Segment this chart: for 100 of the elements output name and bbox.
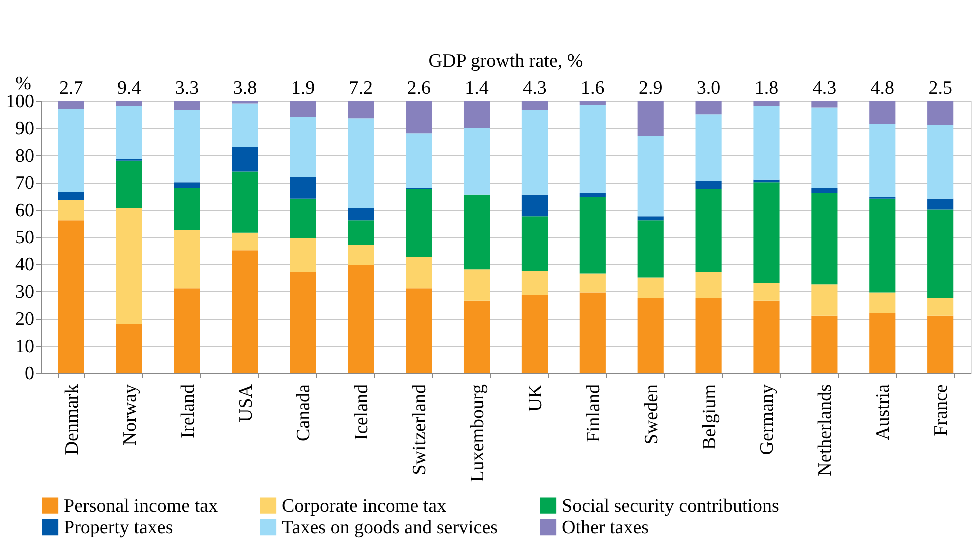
bar <box>232 250 258 373</box>
bar <box>290 238 316 272</box>
bar <box>812 316 838 373</box>
text: 2.7 <box>60 78 84 99</box>
bar <box>522 271 548 296</box>
legend-label: Taxes on goods and services <box>282 518 498 538</box>
y-tick-label: 10 <box>16 336 34 358</box>
bar <box>522 110 548 195</box>
bar <box>58 192 84 200</box>
bar <box>812 108 838 188</box>
bar <box>232 147 258 172</box>
bar <box>812 101 838 108</box>
bar <box>754 283 780 301</box>
bar <box>580 198 606 274</box>
bar <box>928 125 954 199</box>
bar <box>638 136 664 217</box>
bar <box>754 180 780 183</box>
bar <box>638 101 664 136</box>
y-tick-label: 30 <box>16 282 34 303</box>
bar <box>174 182 200 188</box>
y-tick-label: 100 <box>6 92 34 112</box>
bar <box>290 272 316 373</box>
bar <box>464 128 490 195</box>
x-tick-label: Finland <box>583 384 604 443</box>
bar <box>58 200 84 221</box>
text: 1.4 <box>465 78 490 99</box>
bar <box>348 220 374 246</box>
bar <box>870 101 896 124</box>
x-tick-label: UK <box>525 384 546 412</box>
x-tick-label: Denmark <box>62 384 83 456</box>
x-tick-label: Germany <box>757 384 778 456</box>
bar <box>406 257 432 289</box>
bar <box>290 177 316 199</box>
y-tick-label: 50 <box>16 228 34 248</box>
x-tick-label: Austria <box>873 384 894 440</box>
bar <box>116 101 142 106</box>
x-tick-label: Norway <box>120 384 141 446</box>
legend-label: Personal income tax <box>64 496 219 517</box>
x-tick-label: Canada <box>294 384 315 442</box>
bar <box>870 313 896 373</box>
bar <box>522 295 548 373</box>
x-tick-label: Sweden <box>641 384 662 445</box>
text: 3.8 <box>233 78 258 99</box>
bar <box>754 300 780 373</box>
bar <box>406 101 432 134</box>
bar <box>348 245 374 266</box>
bar <box>232 101 258 104</box>
bar <box>232 232 258 251</box>
bar <box>580 105 606 194</box>
bar <box>812 188 838 194</box>
bar <box>638 278 664 298</box>
y-tick-label: 0 <box>25 364 34 384</box>
bar <box>464 194 490 270</box>
bar <box>406 288 432 373</box>
bar <box>348 118 374 208</box>
bar <box>464 270 490 301</box>
bar <box>406 189 432 258</box>
bar <box>638 298 664 373</box>
bar <box>870 198 896 293</box>
text: 4.3 <box>523 78 547 99</box>
x-tick-label: Switzerland <box>410 384 431 476</box>
text: 1.8 <box>754 78 779 99</box>
bar <box>928 210 954 298</box>
bar <box>116 160 142 208</box>
bar <box>580 193 606 198</box>
bar <box>464 300 490 373</box>
bar <box>174 188 200 230</box>
bar <box>812 284 838 316</box>
bar <box>696 181 722 190</box>
y-tick-label: 60 <box>16 200 34 222</box>
x-tick-label: Ireland <box>178 384 199 438</box>
x-tick-label: Belgium <box>699 384 720 450</box>
x-tick-label: USA <box>236 384 257 423</box>
bar <box>928 298 954 316</box>
legend-label: Other taxes <box>562 518 650 538</box>
bar <box>116 208 142 324</box>
text: 1.6 <box>581 78 605 99</box>
bar <box>522 101 548 111</box>
bar <box>348 266 374 373</box>
text: 3.0 <box>696 78 721 99</box>
x-tick-label: Luxembourg <box>468 384 489 482</box>
bar <box>928 316 954 373</box>
bar <box>290 198 316 238</box>
bar <box>290 101 316 118</box>
bar <box>174 101 200 111</box>
bar <box>928 101 954 126</box>
text: 1.9 <box>291 78 316 99</box>
bar <box>696 101 722 115</box>
bar <box>406 134 432 188</box>
x2-axis-title: GDP growth rate, % <box>428 51 584 72</box>
bar <box>232 172 258 233</box>
bar <box>348 208 374 221</box>
bar <box>174 288 200 373</box>
bar <box>58 109 84 192</box>
text: 2.9 <box>638 78 663 99</box>
bar <box>696 298 722 373</box>
bar <box>464 101 490 128</box>
legend-label: Social security contributions <box>562 496 780 517</box>
bar <box>116 106 142 160</box>
bar <box>928 198 954 210</box>
